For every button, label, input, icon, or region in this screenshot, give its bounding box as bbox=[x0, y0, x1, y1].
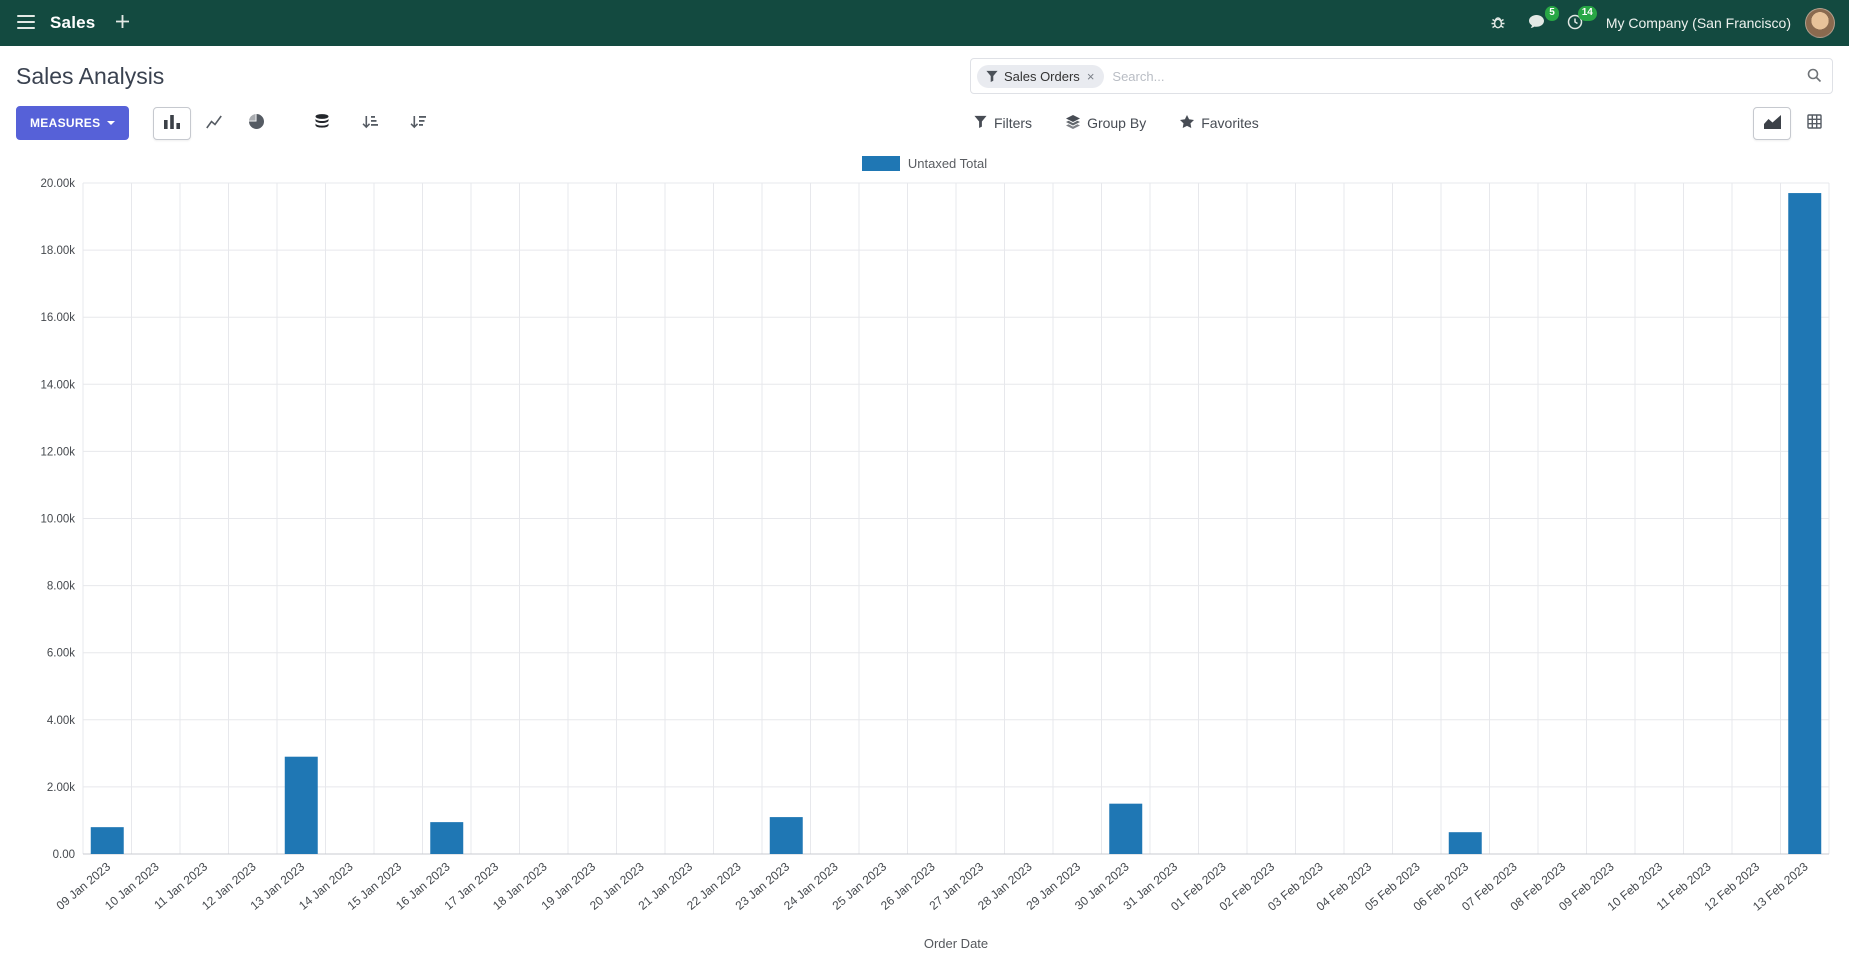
favorites-label: Favorites bbox=[1201, 115, 1259, 131]
y-tick-label: 14.00k bbox=[40, 379, 75, 391]
chart-legend: Untaxed Total bbox=[16, 148, 1833, 173]
group-by-button[interactable]: Group By bbox=[1062, 109, 1150, 138]
apps-menu-button[interactable] bbox=[6, 0, 46, 46]
chat-icon bbox=[1528, 14, 1545, 33]
activities-badge: 14 bbox=[1577, 6, 1597, 21]
clock-icon bbox=[1567, 14, 1583, 33]
bar-chart-icon bbox=[164, 114, 181, 132]
legend-swatch bbox=[861, 156, 900, 171]
view-switcher bbox=[1753, 106, 1833, 140]
sort-ascending-icon bbox=[362, 115, 379, 132]
line-chart-icon bbox=[206, 115, 223, 132]
chart-canvas: 0.00 2.00k 4.00k 6.00k 8.00k 10.00k 12.00k 14.0… bbox=[16, 173, 1833, 958]
y-tick-label: 0.00 bbox=[53, 849, 75, 861]
page-title: Sales Analysis bbox=[16, 62, 165, 89]
caret-down-icon bbox=[107, 121, 116, 125]
sort-descending-icon bbox=[410, 115, 427, 132]
x-axis-title: Order Date bbox=[924, 936, 988, 951]
search-input[interactable] bbox=[1104, 68, 1804, 84]
chart-type-pie-button[interactable] bbox=[237, 107, 275, 140]
filter-icon bbox=[974, 115, 987, 131]
search-facet[interactable]: Sales Orders × bbox=[976, 64, 1105, 88]
bar[interactable] bbox=[1448, 832, 1482, 854]
y-tick-label: 4.00k bbox=[47, 715, 75, 727]
group-by-label: Group By bbox=[1087, 115, 1147, 131]
debug-button[interactable] bbox=[1479, 0, 1517, 46]
filters-label: Filters bbox=[993, 115, 1033, 131]
chart-type-bar-button[interactable] bbox=[153, 106, 192, 140]
bar[interactable] bbox=[430, 822, 464, 854]
search-facet-label: Sales Orders bbox=[1003, 68, 1080, 84]
stacked-icon bbox=[315, 114, 329, 132]
y-tick-label: 10.00k bbox=[40, 514, 75, 526]
y-tick-label: 8.00k bbox=[47, 581, 75, 593]
graph-toolbar: MEASURES bbox=[16, 106, 942, 140]
measures-label: MEASURES bbox=[30, 116, 101, 130]
star-icon bbox=[1180, 114, 1195, 132]
new-window-button[interactable] bbox=[105, 0, 140, 46]
bug-icon bbox=[1490, 14, 1506, 33]
plus-icon bbox=[116, 15, 130, 31]
area-chart-icon bbox=[1763, 114, 1781, 132]
y-tick-label: 2.00k bbox=[47, 782, 75, 794]
control-panel: Sales Analysis Sales Orders × MEASURES bbox=[0, 46, 1849, 148]
app-name[interactable]: Sales bbox=[50, 13, 96, 32]
view-switch-graph-button[interactable] bbox=[1753, 106, 1791, 140]
pivot-table-icon bbox=[1806, 114, 1822, 132]
search-submit-button[interactable] bbox=[1804, 65, 1824, 88]
bar-chart: 0.00 2.00k 4.00k 6.00k 8.00k 10.00k 12.00k 14.0… bbox=[40, 178, 1830, 951]
measures-button[interactable]: MEASURES bbox=[16, 106, 130, 140]
user-avatar[interactable] bbox=[1805, 8, 1835, 38]
y-tick-label: 16.00k bbox=[40, 312, 75, 324]
stacked-toggle-button[interactable] bbox=[303, 107, 341, 140]
legend-label: Untaxed Total bbox=[907, 156, 988, 171]
favorites-button[interactable]: Favorites bbox=[1176, 109, 1263, 138]
bar[interactable] bbox=[1109, 803, 1143, 854]
bar[interactable] bbox=[284, 756, 318, 854]
filter-facet-icon bbox=[986, 70, 998, 82]
company-switcher[interactable]: My Company (San Francisco) bbox=[1605, 15, 1791, 31]
facet-remove-button[interactable]: × bbox=[1086, 68, 1095, 84]
pie-chart-icon bbox=[248, 114, 264, 132]
chart-type-group bbox=[153, 106, 275, 140]
search-options-group: Filters Group By Favorites bbox=[970, 109, 1263, 138]
chart-type-line-button[interactable] bbox=[195, 107, 233, 140]
bar[interactable] bbox=[1788, 193, 1822, 854]
layers-icon bbox=[1066, 114, 1081, 132]
messages-badge: 5 bbox=[1545, 6, 1559, 21]
bar[interactable] bbox=[769, 817, 803, 854]
top-navbar: Sales 5 1 bbox=[0, 0, 1849, 46]
messages-button[interactable]: 5 bbox=[1517, 0, 1559, 46]
y-tick-label: 20.00k bbox=[40, 178, 75, 190]
y-tick-label: 12.00k bbox=[40, 446, 75, 458]
search-icon bbox=[1806, 67, 1822, 86]
navbar-left: Sales bbox=[6, 0, 140, 46]
sort-descending-button[interactable] bbox=[399, 107, 437, 140]
y-tick-label: 6.00k bbox=[47, 648, 75, 660]
y-tick-label: 18.00k bbox=[40, 245, 75, 257]
navbar-right: 5 14 My Company (San Francisco) bbox=[1479, 0, 1839, 46]
search-options-row: Filters Group By Favorites bbox=[970, 106, 1833, 140]
bar[interactable] bbox=[90, 827, 124, 854]
search-bar: Sales Orders × bbox=[969, 58, 1833, 94]
activities-button[interactable]: 14 bbox=[1556, 0, 1597, 46]
filters-button[interactable]: Filters bbox=[970, 109, 1036, 137]
sort-ascending-button[interactable] bbox=[351, 107, 389, 140]
chart-section: Untaxed Total 0.00 2.00k 4.00k 6.00k 8.00k 10… bbox=[0, 148, 1849, 958]
view-switch-pivot-button[interactable] bbox=[1795, 107, 1833, 140]
hamburger-icon bbox=[17, 14, 35, 32]
